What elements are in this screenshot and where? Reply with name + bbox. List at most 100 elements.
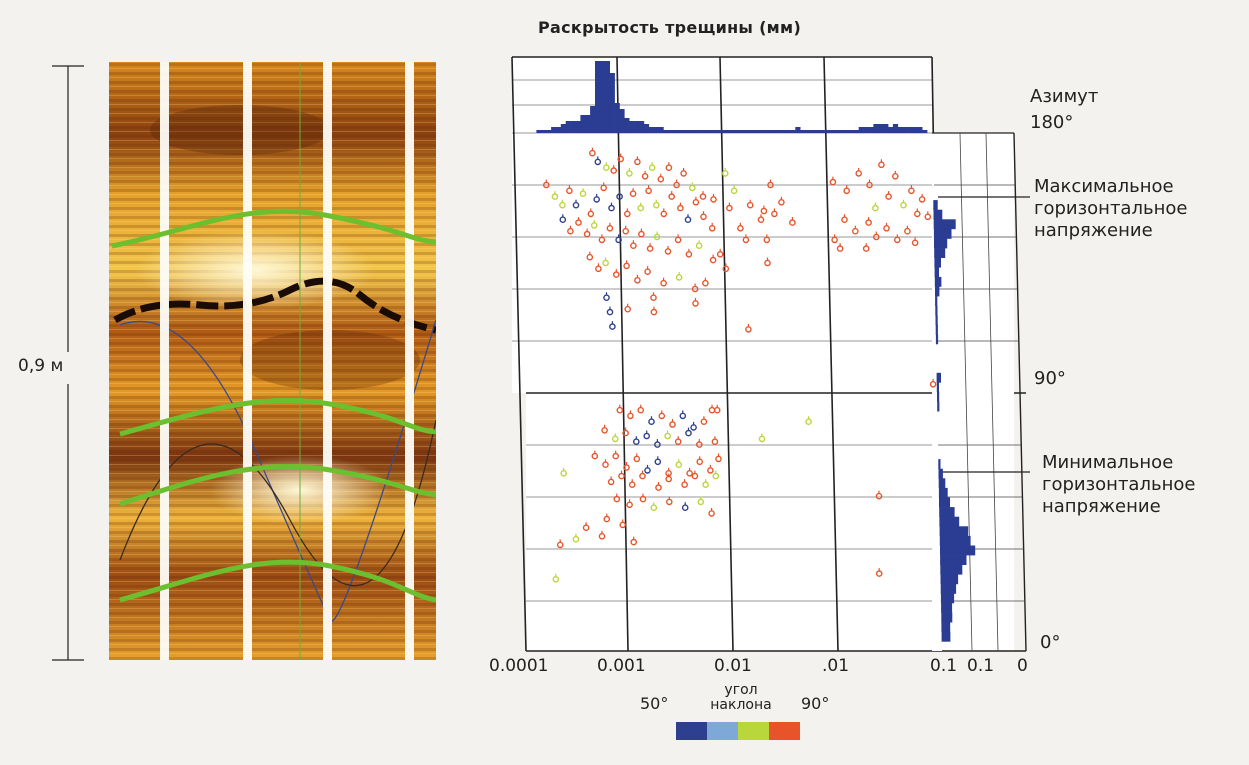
legend-swatch-dark-blue bbox=[676, 722, 707, 740]
x-tick-label: 0.001 bbox=[597, 656, 646, 676]
fracture-point bbox=[602, 459, 609, 469]
fracture-point bbox=[657, 173, 665, 183]
side-histogram-bar bbox=[934, 276, 942, 287]
fracture-point bbox=[911, 237, 919, 247]
fracture-point bbox=[789, 217, 796, 226]
fracture-point bbox=[626, 499, 633, 509]
fracture-point bbox=[862, 243, 870, 252]
side-histogram-bar bbox=[937, 401, 940, 412]
fracture-point bbox=[831, 234, 838, 244]
fracture-point bbox=[664, 430, 671, 440]
fracture-point bbox=[634, 274, 641, 284]
top-histogram-bar bbox=[697, 130, 703, 133]
fracture-point bbox=[745, 323, 752, 333]
fracture-point bbox=[624, 303, 632, 313]
min-stress-annotation: Минимальное горизонтальное напряжение bbox=[1042, 452, 1195, 518]
fracture-point bbox=[764, 257, 771, 267]
top-histogram-bar bbox=[829, 130, 835, 133]
dip-color-legend bbox=[676, 722, 800, 740]
fracture-point bbox=[685, 248, 693, 258]
fracture-point bbox=[841, 214, 848, 223]
fracture-point bbox=[627, 410, 634, 420]
top-histogram-bar bbox=[741, 130, 747, 133]
fracture-point bbox=[894, 234, 901, 244]
fracture-point bbox=[648, 416, 655, 426]
fracture-point bbox=[543, 179, 550, 189]
fracture-point bbox=[665, 162, 673, 171]
top-histogram-bar bbox=[775, 130, 781, 133]
top-histogram-bar bbox=[761, 130, 767, 133]
fracture-point bbox=[575, 217, 582, 226]
top-histogram-bar bbox=[609, 73, 615, 133]
fracture-point bbox=[855, 167, 863, 177]
borehole-image bbox=[109, 62, 436, 660]
side-histogram bbox=[933, 200, 976, 642]
fracture-point bbox=[613, 493, 621, 503]
fracture-point bbox=[708, 507, 715, 517]
fracture-point bbox=[700, 211, 707, 221]
chart-title: Раскрытость трещины (мм) bbox=[538, 18, 802, 37]
side-histogram-bar bbox=[940, 593, 955, 604]
fracture-point bbox=[674, 234, 682, 244]
fracture-point bbox=[716, 248, 724, 258]
fracture-point bbox=[829, 176, 837, 186]
top-histogram-bar bbox=[795, 127, 801, 133]
fracture-point bbox=[690, 421, 697, 431]
fracture-point bbox=[695, 240, 703, 249]
top-histogram-bar bbox=[844, 130, 850, 133]
top-histogram-bar bbox=[678, 130, 684, 133]
fracture-point bbox=[618, 470, 625, 480]
fracture-point bbox=[645, 185, 652, 195]
fracture-point bbox=[900, 199, 907, 209]
top-histogram-bar bbox=[546, 130, 552, 133]
scatter-points bbox=[543, 147, 937, 583]
side-histogram-bar bbox=[941, 603, 953, 613]
top-histogram-bar bbox=[565, 121, 571, 133]
top-histogram-bar bbox=[707, 130, 713, 133]
max-stress-line-3: напряжение bbox=[1034, 220, 1153, 241]
top-histogram-bar bbox=[624, 118, 630, 133]
fracture-point bbox=[689, 182, 696, 192]
fracture-point bbox=[708, 222, 716, 232]
fracture-point bbox=[692, 297, 699, 307]
top-histogram bbox=[536, 61, 928, 133]
top-histogram-bar bbox=[580, 115, 586, 133]
fracture-point bbox=[598, 530, 606, 540]
fracture-point bbox=[699, 191, 707, 200]
x-tick-label: 0.01 bbox=[714, 656, 752, 676]
fracture-point bbox=[673, 179, 680, 189]
fracture-point bbox=[758, 433, 766, 443]
top-histogram-bar bbox=[590, 106, 596, 133]
fracture-point bbox=[918, 193, 926, 203]
top-histogram-bar bbox=[722, 130, 728, 133]
max-stress-annotation: Максимальное горизонтальное напряжение bbox=[1034, 176, 1187, 242]
fracture-point bbox=[697, 496, 705, 506]
fracture-point bbox=[648, 162, 656, 171]
fracture-point bbox=[700, 416, 708, 426]
fracture-point bbox=[591, 450, 599, 460]
top-histogram-bar bbox=[668, 130, 674, 133]
fracture-point bbox=[760, 205, 768, 215]
side-histogram-bar bbox=[935, 315, 938, 326]
fracture-point bbox=[691, 283, 699, 293]
fracture-point bbox=[852, 225, 859, 235]
side-histogram-bar bbox=[935, 296, 938, 306]
top-histogram-bar bbox=[687, 130, 693, 133]
fracture-point bbox=[715, 453, 722, 463]
fracture-point bbox=[552, 573, 560, 583]
legend-swatch-yellow-green bbox=[738, 722, 769, 740]
top-histogram-bar bbox=[766, 130, 772, 133]
fracture-point bbox=[559, 199, 566, 209]
fracture-point bbox=[616, 404, 624, 414]
fracture-point bbox=[608, 202, 615, 212]
top-histogram-bar bbox=[702, 130, 708, 133]
fracture-point bbox=[763, 234, 771, 244]
top-histogram-bar bbox=[912, 127, 918, 133]
top-histogram-bar bbox=[785, 130, 791, 133]
fracture-point bbox=[630, 536, 638, 546]
top-histogram-bar bbox=[643, 124, 650, 133]
top-histogram-bar bbox=[595, 61, 601, 133]
fracture-point bbox=[713, 404, 721, 414]
fracture-point bbox=[685, 427, 692, 437]
